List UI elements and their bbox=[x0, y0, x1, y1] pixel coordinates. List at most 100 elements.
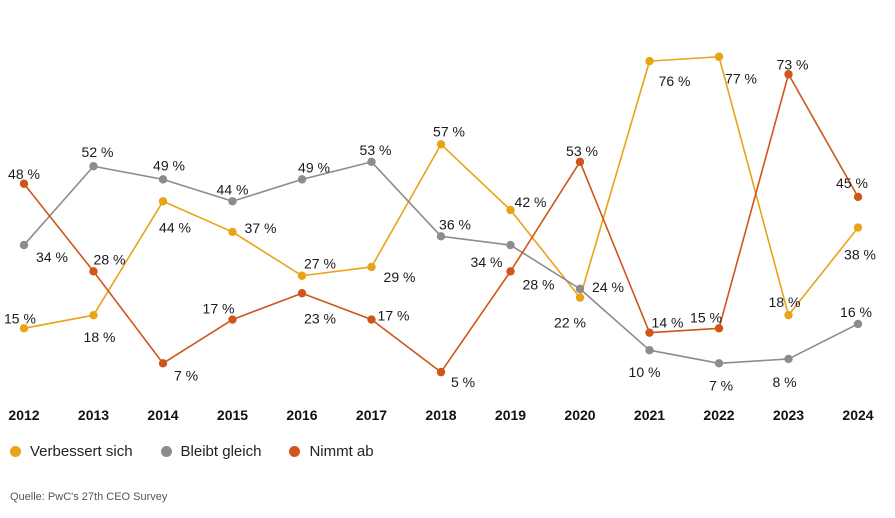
data-point-nimmt-ab-2021[interactable] bbox=[645, 328, 654, 337]
data-point-bleibt-gleich-2016[interactable] bbox=[297, 175, 307, 184]
data-point-nimmt-ab-2020[interactable] bbox=[575, 157, 585, 167]
data-point-bleibt-gleich-2022[interactable] bbox=[714, 359, 724, 368]
data-point-bleibt-gleich-2018[interactable] bbox=[436, 232, 446, 241]
data-label-bleibt-gleich-2019: 34 % bbox=[471, 254, 503, 270]
data-label-nimmt-ab-2014: 7 % bbox=[174, 367, 198, 383]
x-tick-label-2015: 2015 bbox=[217, 407, 248, 423]
legend-label-verbessert-sich: Verbessert sich bbox=[30, 443, 133, 460]
data-label-verbessert-sich-2022: 77 % bbox=[725, 71, 757, 87]
legend-label-bleibt-gleich: Bleibt gleich bbox=[180, 443, 262, 460]
data-point-bleibt-gleich-2020[interactable] bbox=[575, 284, 585, 294]
data-label-bleibt-gleich-2016: 49 % bbox=[298, 159, 330, 175]
data-point-nimmt-ab-2019[interactable] bbox=[506, 267, 515, 276]
series-line-bleibt-gleich bbox=[23, 161, 859, 365]
data-label-verbessert-sich-2018: 57 % bbox=[433, 123, 465, 139]
data-label-verbessert-sich-2019: 42 % bbox=[515, 194, 547, 210]
data-label-nimmt-ab-2017: 17 % bbox=[378, 308, 410, 324]
data-point-bleibt-gleich-2017[interactable] bbox=[367, 157, 376, 167]
x-tick-label-2019: 2019 bbox=[495, 407, 526, 423]
data-point-nimmt-ab-2015[interactable] bbox=[228, 315, 237, 324]
data-point-nimmt-ab-2024[interactable] bbox=[853, 192, 863, 202]
data-point-verbessert-sich-2015[interactable] bbox=[228, 227, 237, 237]
x-tick-label-2012: 2012 bbox=[8, 407, 39, 423]
data-label-nimmt-ab-2016: 23 % bbox=[304, 310, 336, 326]
data-point-nimmt-ab-2013[interactable] bbox=[89, 267, 98, 276]
data-label-verbessert-sich-2013: 18 % bbox=[84, 329, 116, 345]
data-label-bleibt-gleich-2017: 53 % bbox=[360, 142, 392, 158]
data-point-verbessert-sich-2017[interactable] bbox=[367, 262, 376, 272]
data-point-verbessert-sich-2019[interactable] bbox=[506, 205, 515, 215]
data-label-bleibt-gleich-2012: 34 % bbox=[36, 249, 68, 265]
legend-item-nimmt-ab[interactable]: Nimmt ab bbox=[289, 443, 374, 460]
data-label-bleibt-gleich-2018: 36 % bbox=[439, 216, 471, 232]
data-point-bleibt-gleich-2015[interactable] bbox=[228, 197, 237, 206]
data-point-nimmt-ab-2023[interactable] bbox=[784, 70, 793, 79]
data-point-bleibt-gleich-2019[interactable] bbox=[506, 240, 515, 250]
data-point-bleibt-gleich-2021[interactable] bbox=[645, 346, 654, 355]
data-label-bleibt-gleich-2022: 7 % bbox=[709, 377, 733, 393]
data-label-verbessert-sich-2014: 44 % bbox=[159, 219, 191, 235]
data-label-bleibt-gleich-2020: 24 % bbox=[592, 279, 624, 295]
data-point-verbessert-sich-2020[interactable] bbox=[575, 293, 585, 302]
data-point-verbessert-sich-2021[interactable] bbox=[645, 56, 654, 66]
data-label-nimmt-ab-2023: 73 % bbox=[777, 56, 809, 72]
data-label-bleibt-gleich-2023: 8 % bbox=[772, 374, 796, 390]
data-label-bleibt-gleich-2013: 52 % bbox=[82, 144, 114, 160]
data-point-nimmt-ab-2012[interactable] bbox=[19, 179, 29, 188]
data-point-verbessert-sich-2014[interactable] bbox=[158, 197, 168, 206]
data-label-verbessert-sich-2012: 15 % bbox=[4, 310, 36, 326]
data-label-bleibt-gleich-2014: 49 % bbox=[153, 157, 185, 173]
data-label-nimmt-ab-2013: 28 % bbox=[94, 251, 126, 267]
data-label-bleibt-gleich-2021: 10 % bbox=[629, 364, 661, 380]
legend-label-nimmt-ab: Nimmt ab bbox=[309, 443, 374, 460]
data-point-nimmt-ab-2018[interactable] bbox=[436, 367, 446, 377]
legend-item-bleibt-gleich[interactable]: Bleibt gleich bbox=[160, 443, 262, 460]
series-line-verbessert-sich bbox=[23, 55, 859, 330]
data-label-verbessert-sich-2017: 29 % bbox=[384, 269, 416, 285]
line-chart: 15 % 18 % 44 % 37 % 27 % 29 % 57 % 42 % 22 % 76 %… bbox=[4, 52, 876, 423]
legend-dot-verbessert-sich bbox=[10, 446, 21, 457]
data-label-verbessert-sich-2023: 18 % bbox=[769, 294, 801, 310]
x-tick-label-2016: 2016 bbox=[286, 407, 317, 423]
data-point-bleibt-gleich-2023[interactable] bbox=[784, 354, 793, 364]
data-point-verbessert-sich-2018[interactable] bbox=[436, 140, 446, 149]
data-label-verbessert-sich-2015: 37 % bbox=[245, 220, 277, 236]
x-tick-label-2014: 2014 bbox=[147, 407, 178, 423]
data-label-nimmt-ab-2018: 5 % bbox=[451, 374, 475, 390]
data-point-nimmt-ab-2014[interactable] bbox=[158, 359, 168, 368]
data-point-bleibt-gleich-2012[interactable] bbox=[19, 240, 29, 250]
data-label-nimmt-ab-2012: 48 % bbox=[8, 166, 40, 182]
data-label-nimmt-ab-2024: 45 % bbox=[836, 175, 868, 191]
data-point-nimmt-ab-2022[interactable] bbox=[714, 324, 724, 333]
data-point-verbessert-sich-2024[interactable] bbox=[853, 223, 863, 232]
data-point-bleibt-gleich-2013[interactable] bbox=[89, 162, 98, 171]
data-point-verbessert-sich-2012[interactable] bbox=[19, 324, 29, 333]
data-label-nimmt-ab-2022: 15 % bbox=[690, 309, 722, 325]
data-point-nimmt-ab-2016[interactable] bbox=[297, 289, 307, 298]
data-label-verbessert-sich-2024: 38 % bbox=[844, 247, 876, 263]
data-point-verbessert-sich-2023[interactable] bbox=[784, 310, 793, 320]
data-point-verbessert-sich-2022[interactable] bbox=[714, 52, 724, 61]
x-tick-label-2023: 2023 bbox=[773, 407, 804, 423]
x-tick-label-2013: 2013 bbox=[78, 407, 109, 423]
legend-dot-bleibt-gleich bbox=[160, 446, 172, 457]
data-label-nimmt-ab-2015: 17 % bbox=[203, 301, 235, 317]
data-label-bleibt-gleich-2024: 16 % bbox=[840, 304, 872, 320]
data-label-verbessert-sich-2021: 76 % bbox=[659, 73, 691, 89]
x-tick-label-2022: 2022 bbox=[703, 407, 734, 423]
legend-item-verbessert-sich[interactable]: Verbessert sich bbox=[10, 443, 133, 460]
data-label-nimmt-ab-2020: 53 % bbox=[566, 143, 598, 159]
x-tick-label-2018: 2018 bbox=[425, 407, 456, 423]
data-point-bleibt-gleich-2014[interactable] bbox=[158, 175, 168, 184]
data-point-bleibt-gleich-2024[interactable] bbox=[853, 319, 863, 329]
data-point-verbessert-sich-2016[interactable] bbox=[297, 271, 307, 280]
x-tick-label-2020: 2020 bbox=[564, 407, 595, 423]
data-point-nimmt-ab-2017[interactable] bbox=[367, 315, 376, 324]
data-label-verbessert-sich-2020: 22 % bbox=[554, 315, 586, 331]
legend-dot-nimmt-ab bbox=[289, 446, 301, 457]
legend: Verbessert sich Bleibt gleich Nimmt ab bbox=[10, 443, 402, 460]
data-label-bleibt-gleich-2015: 44 % bbox=[217, 181, 249, 197]
x-tick-label-2017: 2017 bbox=[356, 407, 387, 423]
x-tick-label-2024: 2024 bbox=[842, 407, 873, 423]
data-point-verbessert-sich-2013[interactable] bbox=[89, 310, 98, 320]
